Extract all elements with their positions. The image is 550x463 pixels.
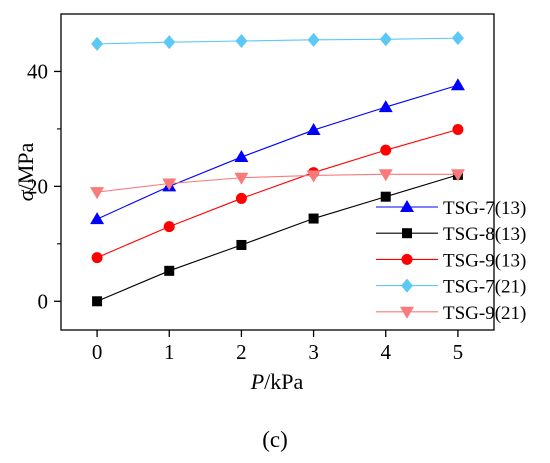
panel-label: (c) (262, 427, 288, 452)
data-point (235, 34, 248, 49)
data-point (380, 144, 392, 156)
series-4 (90, 169, 465, 200)
y-axis-ticks: 0 20 40 (27, 59, 61, 313)
data-point (162, 178, 177, 191)
y-tick-label: 0 (38, 289, 49, 313)
x-tick-label: 2 (236, 340, 247, 364)
x-axis-variable: P (250, 369, 264, 394)
data-point (91, 36, 104, 51)
legend-item: TSG-9(13) (376, 250, 526, 271)
y-axis-unit: /MPa (13, 143, 38, 191)
legend-item: TSG-7(21) (376, 277, 526, 298)
x-tick-label: 4 (381, 340, 392, 364)
x-tick-label: 3 (308, 340, 319, 364)
data-point (234, 172, 249, 185)
legend-marker (400, 200, 414, 212)
data-point (450, 169, 465, 182)
data-point (163, 221, 175, 233)
data-point (163, 35, 176, 50)
legend-marker (400, 306, 414, 319)
x-axis-unit: /kPa (264, 369, 303, 394)
data-point (379, 32, 392, 47)
legend-item: TSG-7(13) (376, 198, 526, 219)
series-line (97, 37, 458, 45)
legend-label: TSG-7(13) (443, 198, 526, 219)
x-tick-label: 0 (92, 340, 103, 364)
series-2 (91, 123, 464, 264)
legend-item: TSG-8(13) (376, 224, 526, 245)
x-tick-label: 5 (453, 340, 464, 364)
legend-label: TSG-8(13) (443, 224, 526, 245)
legend-item: TSG-9(21) (376, 303, 526, 324)
data-point (307, 32, 320, 47)
data-point (378, 169, 393, 182)
legend: TSG-7(13) TSG-8(13) TSG-9(13) TSG-7(21) TSG-… (376, 198, 526, 324)
data-point (236, 239, 247, 250)
legend-marker (401, 278, 413, 293)
data-point (378, 100, 393, 113)
data-point (92, 296, 103, 307)
legend-marker (401, 253, 413, 265)
y-tick-label: 40 (27, 59, 48, 83)
data-point (306, 170, 321, 183)
legend-label: TSG-9(21) (443, 303, 526, 324)
series-layer (90, 31, 465, 307)
data-point (234, 150, 249, 163)
y-tick-label: 20 (27, 174, 48, 198)
series-3 (91, 31, 464, 51)
data-point (452, 123, 464, 135)
data-point (450, 78, 465, 91)
y-axis-variable: σ (13, 189, 38, 201)
legend-marker (402, 228, 412, 239)
legend-label: TSG-7(21) (443, 277, 526, 298)
data-point (235, 192, 247, 204)
data-point (308, 213, 319, 224)
x-axis-ticks: 0 1 2 3 4 5 (92, 330, 463, 364)
x-tick-label: 1 (164, 340, 175, 364)
data-point (380, 191, 391, 202)
series-line (96, 128, 459, 259)
legend-label: TSG-9(13) (443, 250, 526, 271)
series-line (97, 173, 458, 193)
series-0 (90, 78, 465, 225)
y-axis-title: σ/MPa (13, 143, 38, 202)
data-point (306, 123, 321, 136)
data-point (164, 265, 175, 276)
plot-frame (60, 13, 495, 331)
data-point (451, 31, 464, 46)
data-point (90, 212, 105, 225)
series-line (96, 84, 459, 220)
x-axis-title: P/kPa (250, 369, 304, 394)
data-point (91, 252, 103, 264)
data-point (90, 187, 105, 200)
series-line (96, 174, 459, 302)
